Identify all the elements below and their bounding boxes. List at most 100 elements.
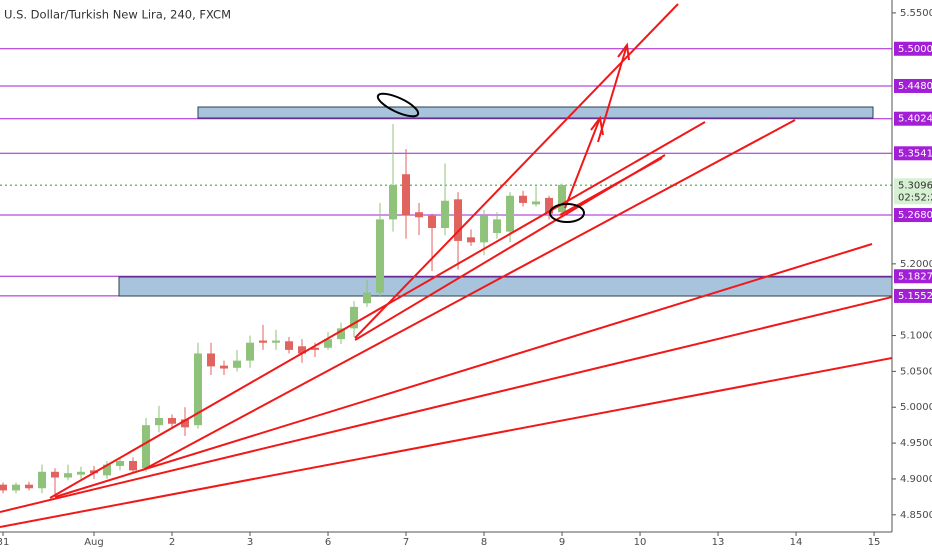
y-tick-label: 5.20000 bbox=[900, 259, 932, 270]
x-tick-label: 15 bbox=[868, 537, 881, 548]
candle-body bbox=[207, 353, 216, 367]
axes: 5.55000 5.20000 5.10000 5.05000 5.00000 4.950… bbox=[0, 8, 932, 548]
candle-body bbox=[181, 419, 190, 428]
level-label-box bbox=[894, 269, 932, 284]
candle-body bbox=[337, 328, 346, 340]
candle-body bbox=[545, 197, 554, 214]
candle-body bbox=[168, 418, 177, 424]
candle-body bbox=[402, 174, 411, 216]
level-label-box bbox=[894, 111, 932, 126]
x-tick-label: 2 bbox=[169, 537, 175, 548]
level-label-box bbox=[894, 78, 932, 93]
y-tick-label: 5.10000 bbox=[900, 331, 932, 342]
candle-body bbox=[415, 212, 424, 218]
ellipse bbox=[549, 203, 585, 223]
level-label: 5.44809 bbox=[898, 81, 932, 92]
candle-body bbox=[428, 215, 437, 228]
zone bbox=[197, 106, 874, 119]
level-label: 5.18270 bbox=[898, 271, 932, 282]
candle-body bbox=[558, 184, 567, 213]
candle-body bbox=[142, 425, 151, 469]
candle-body bbox=[441, 200, 450, 228]
candle-body bbox=[37, 471, 46, 489]
candle-body bbox=[376, 219, 385, 293]
trend-line bbox=[54, 243, 873, 498]
y-tick-label: 4.85000 bbox=[900, 510, 932, 521]
candle-body bbox=[272, 340, 281, 343]
candle-body bbox=[259, 340, 268, 343]
candle-body bbox=[115, 461, 124, 467]
candle-body bbox=[389, 184, 398, 220]
level-label-box bbox=[894, 41, 932, 56]
candle-body bbox=[24, 484, 33, 489]
candle-body bbox=[298, 346, 307, 354]
candle-body bbox=[506, 195, 515, 232]
ellipse bbox=[376, 92, 420, 118]
drawings bbox=[0, 3, 893, 528]
x-tick-label: 14 bbox=[790, 537, 803, 548]
level-label: 5.35419 bbox=[898, 148, 932, 159]
candle-body bbox=[63, 473, 72, 478]
candle-body bbox=[194, 353, 203, 426]
candle-body bbox=[11, 484, 20, 491]
candle-body bbox=[285, 341, 294, 350]
y-tick-label: 4.95000 bbox=[900, 438, 932, 449]
candle-body bbox=[363, 292, 372, 304]
annotations bbox=[376, 92, 585, 223]
level-label: 5.50000 bbox=[898, 44, 932, 55]
candle-body bbox=[454, 199, 463, 241]
candle-body bbox=[76, 471, 85, 475]
candle-body bbox=[246, 342, 255, 361]
candle-body bbox=[350, 306, 359, 329]
arrow bbox=[564, 117, 601, 209]
candle-body bbox=[519, 195, 528, 203]
trend-line bbox=[0, 357, 893, 528]
x-tick-label: Aug bbox=[84, 537, 104, 548]
x-tick-label: 3 bbox=[247, 537, 253, 548]
x-tick-label: 8 bbox=[481, 537, 487, 548]
level-label-box bbox=[894, 146, 932, 161]
countdown: 02:52:23 bbox=[898, 192, 932, 203]
candle-body bbox=[0, 484, 7, 491]
zone bbox=[118, 276, 893, 297]
candle-body bbox=[155, 418, 164, 426]
y-tick-label: 5.55000 bbox=[900, 8, 932, 19]
trend-line bbox=[142, 119, 796, 471]
trend-line bbox=[354, 3, 679, 339]
y-tick-label: 5.05000 bbox=[900, 366, 932, 377]
x-tick-label: 13 bbox=[712, 537, 725, 548]
candle-body bbox=[102, 464, 111, 476]
x-tick-label: 7 bbox=[403, 537, 409, 548]
arrow-head bbox=[617, 42, 630, 61]
chart-title: U.S. Dollar/Turkish New Lira, 240, FXCM bbox=[4, 8, 231, 22]
candle-body bbox=[324, 339, 333, 348]
x-tick-label: 10 bbox=[634, 537, 647, 548]
candles bbox=[0, 124, 567, 497]
x-tick-label: 9 bbox=[559, 537, 565, 548]
candle-body bbox=[233, 360, 242, 368]
candle-body bbox=[311, 347, 320, 350]
level-label-box bbox=[894, 208, 932, 223]
y-tick-label: 5.00000 bbox=[900, 402, 932, 413]
level-label-box bbox=[894, 288, 932, 303]
y-tick-label: 4.90000 bbox=[900, 474, 932, 485]
candle-body bbox=[220, 365, 229, 369]
x-tick-label: 6 bbox=[325, 537, 331, 548]
current-price-box bbox=[894, 178, 932, 205]
trend-line bbox=[0, 296, 893, 513]
candle-body bbox=[493, 219, 502, 234]
candle-body bbox=[532, 201, 541, 205]
arrow bbox=[597, 44, 628, 143]
trend-line bbox=[49, 121, 706, 499]
level-label: 5.15526 bbox=[898, 291, 932, 302]
candle-body bbox=[129, 461, 138, 471]
candle-body bbox=[467, 237, 476, 243]
candle-body bbox=[50, 471, 59, 478]
candle-body bbox=[480, 215, 489, 243]
x-tick-label: 31 bbox=[0, 537, 9, 548]
